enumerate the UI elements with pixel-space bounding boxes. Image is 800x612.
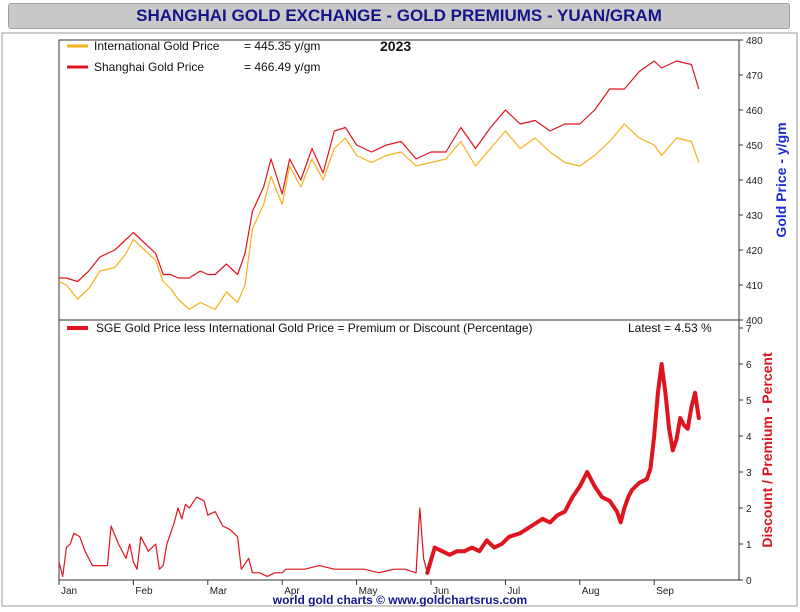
latest-premium-label: Latest = 4.53 % xyxy=(628,321,712,335)
x-tick-label: Sep xyxy=(656,586,674,597)
bottom-y-tick-label: 1 xyxy=(746,540,752,551)
bottom-y-ticks: 0 1 2 3 4 5 6 7 xyxy=(739,324,752,587)
top-y-tick-label: 480 xyxy=(746,36,763,47)
x-ticks: Jan Feb Mar Apr May Jun Jul Aug Sep xyxy=(58,580,674,597)
top-y-axis-title: Gold Price - y/gm xyxy=(773,122,789,237)
top-y-tick-label: 400 xyxy=(746,316,763,327)
bottom-y-tick-label: 7 xyxy=(746,324,752,335)
outer-border xyxy=(1,32,798,607)
legend-international-value: = 445.35 y/gm xyxy=(244,39,320,53)
legend-shanghai-value: = 466.49 y/gm xyxy=(244,60,320,74)
x-tick-label: Jan xyxy=(61,586,77,597)
premium-line-thick xyxy=(425,362,701,575)
top-y-tick-label: 460 xyxy=(746,106,763,117)
international-price-line xyxy=(58,123,700,311)
year-label: 2023 xyxy=(380,38,411,54)
legend-international-label: International Gold Price xyxy=(94,39,220,53)
top-y-tick-label: 440 xyxy=(746,176,763,187)
legend-premium-label: SGE Gold Price less International Gold P… xyxy=(96,321,533,335)
bottom-y-axis-title: Discount / Premium - Percent xyxy=(759,352,775,548)
bottom-y-tick-label: 0 xyxy=(746,576,752,587)
top-y-ticks: 400 410 420 430 440 450 460 470 480 xyxy=(739,36,763,327)
x-tick-label: Jun xyxy=(433,586,449,597)
x-tick-label: May xyxy=(359,586,378,597)
x-tick-label: Feb xyxy=(135,586,153,597)
bottom-y-tick-label: 5 xyxy=(746,396,752,407)
x-tick-label: Apr xyxy=(284,586,300,597)
top-y-tick-label: 420 xyxy=(746,246,763,257)
bottom-y-tick-label: 3 xyxy=(746,468,752,479)
plot-area xyxy=(58,39,740,581)
top-series xyxy=(58,60,700,311)
x-tick-label: Jul xyxy=(507,586,520,597)
premium-line-thin xyxy=(58,496,428,578)
top-y-tick-label: 450 xyxy=(746,141,763,152)
shanghai-price-line xyxy=(59,60,700,283)
bottom-y-tick-label: 6 xyxy=(746,360,752,371)
bottom-y-tick-label: 4 xyxy=(746,432,752,443)
top-y-tick-label: 410 xyxy=(746,281,763,292)
x-tick-label: Aug xyxy=(582,586,600,597)
chart-footer: world gold charts © www.goldchartsrus.co… xyxy=(272,593,528,607)
top-y-tick-label: 470 xyxy=(746,71,763,82)
top-y-tick-label: 430 xyxy=(746,211,763,222)
legend-shanghai-label: Shanghai Gold Price xyxy=(94,60,204,74)
bottom-series xyxy=(58,362,701,578)
x-tick-label: Mar xyxy=(210,586,228,597)
bottom-y-tick-label: 2 xyxy=(746,504,752,515)
chart-title: SHANGHAI GOLD EXCHANGE - GOLD PREMIUMS -… xyxy=(8,3,790,29)
